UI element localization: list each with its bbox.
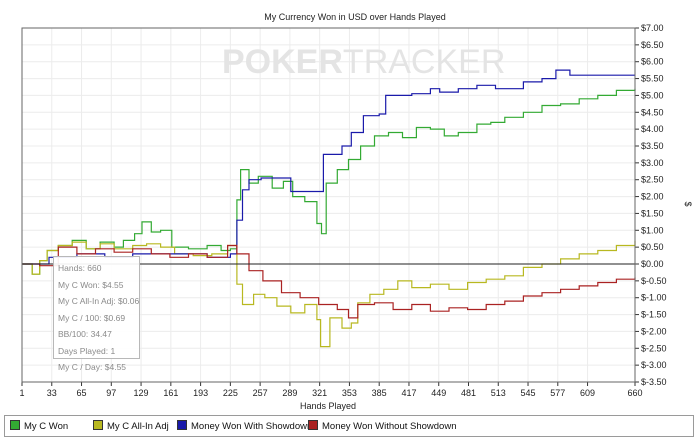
legend-item-my-c-won[interactable]: My C Won xyxy=(10,420,68,432)
y-tick-label: $-0.50 xyxy=(641,276,667,286)
y-tick-label: $-2.00 xyxy=(641,326,667,336)
legend-swatch-red xyxy=(308,420,318,430)
x-axis-title: Hands Played xyxy=(300,401,356,411)
x-tick-label: 577 xyxy=(550,388,565,398)
y-tick-label: $5.50 xyxy=(641,74,664,84)
y-tick-label: $-1.00 xyxy=(641,293,667,303)
y-tick-label: $2.50 xyxy=(641,175,664,185)
series-line-0 xyxy=(22,88,636,275)
series-line-1 xyxy=(22,240,636,348)
y-tick-label: $6.50 xyxy=(641,40,664,50)
chart-title: My Currency Won in USD over Hands Played xyxy=(264,12,445,22)
y-tick-label: $-3.00 xyxy=(641,360,667,370)
y-tick-label: $1.50 xyxy=(641,208,664,218)
legend-item-all-in-adj[interactable]: My C All-In Adj xyxy=(93,420,169,432)
x-tick-label: 660 xyxy=(627,388,642,398)
y-tick-label: $-2.50 xyxy=(641,343,667,353)
tooltip-days-played: Days Played: 1 xyxy=(58,345,116,356)
axes: $7.00 $6.50 $6.00 $5.50 $5.00 $4.50 $4.00 $3.50… xyxy=(19,23,666,398)
tooltip-per-100: My C / 100: $0.69 xyxy=(58,312,126,323)
x-tick-label: 545 xyxy=(521,388,536,398)
y-tick-label: $6.00 xyxy=(641,57,664,67)
series-line-3 xyxy=(22,244,636,319)
poker-tracker-watermark: POKERTRACKER xyxy=(222,43,505,82)
x-tick-label: 225 xyxy=(223,388,238,398)
legend-label: My C All-In Adj xyxy=(107,421,169,432)
watermark-bold-text: POKER xyxy=(222,43,343,81)
series-lines xyxy=(22,69,636,348)
x-tick-label: 1 xyxy=(19,388,24,398)
y-tick-label: $3.00 xyxy=(641,158,664,168)
tooltip-hands: Hands: 660 xyxy=(58,263,102,273)
x-tick-label: 33 xyxy=(47,388,57,398)
y-tick-label: $-3.50 xyxy=(641,377,667,387)
tooltip-won: My C Won: $4.55 xyxy=(58,279,124,290)
x-tick-label: 417 xyxy=(401,388,416,398)
tooltip-per-day: My C / Day: $4.55 xyxy=(58,362,127,372)
x-tick-label: 129 xyxy=(134,388,149,398)
tooltip-bb-100: BB/100: 34.47 xyxy=(58,329,112,339)
plot-border xyxy=(21,27,636,383)
legend-swatch-yellow xyxy=(93,420,103,430)
legend-label: Money Won With Showdown xyxy=(191,421,313,432)
y-tick-label: $2.00 xyxy=(641,192,664,202)
x-tick-label: 161 xyxy=(163,388,178,398)
y-tick-label: $3.50 xyxy=(641,141,664,151)
x-tick-label: 609 xyxy=(580,388,595,398)
x-tick-label: 193 xyxy=(193,388,208,398)
y-tick-label: $-1.50 xyxy=(641,310,667,320)
chart-legend: My C Won My C All-In Adj Money Won With … xyxy=(4,415,694,437)
y-tick-label: $1.00 xyxy=(641,225,664,235)
legend-swatch-green xyxy=(10,420,20,430)
x-tick-label: 65 xyxy=(77,388,87,398)
hover-tooltip: Hands: 660 My C Won: $4.55 My C All-In A… xyxy=(53,256,140,372)
x-tick-label: 481 xyxy=(461,388,476,398)
legend-item-without-showdown[interactable]: Money Won Without Showdown xyxy=(308,420,456,432)
y-tick-label: $0.00 xyxy=(641,259,664,269)
x-tick-label: 289 xyxy=(282,388,297,398)
y-axis-title: $ xyxy=(683,201,693,206)
y-tick-label: $4.00 xyxy=(641,124,664,134)
y-tick-label: $0.50 xyxy=(641,242,664,252)
legend-swatch-blue xyxy=(177,420,187,430)
y-tick-label: $5.00 xyxy=(641,90,664,100)
tooltip-allin-adj: My C All-In Adj: $0.06 xyxy=(58,296,140,306)
y-tick-label: $4.50 xyxy=(641,107,664,117)
x-tick-label: 97 xyxy=(106,388,116,398)
x-tick-label: 513 xyxy=(491,388,506,398)
x-tick-label: 353 xyxy=(342,388,357,398)
legend-label: Money Won Without Showdown xyxy=(322,421,457,432)
x-tick-label: 321 xyxy=(312,388,327,398)
watermark-thin-text: TRACKER xyxy=(342,43,506,81)
x-tick-label: 385 xyxy=(372,388,387,398)
x-tick-label: 449 xyxy=(431,388,446,398)
y-tick-label: $7.00 xyxy=(641,23,664,33)
x-tick-label: 257 xyxy=(253,388,268,398)
legend-label: My C Won xyxy=(24,421,69,432)
legend-item-with-showdown[interactable]: Money Won With Showdown xyxy=(177,420,312,432)
